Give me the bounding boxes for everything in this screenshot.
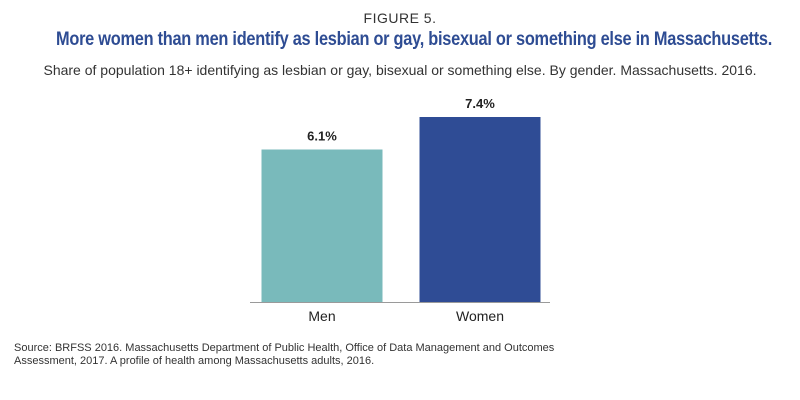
bar-women	[419, 117, 541, 302]
category-labels-group: Men Women	[308, 308, 504, 324]
bar-men	[261, 149, 383, 302]
category-label-women: Women	[456, 308, 504, 324]
value-labels-group: 6.1% 7.4%	[307, 96, 495, 144]
value-label-women: 7.4%	[465, 96, 495, 111]
chart-title: More women than men identify as lesbian …	[56, 29, 773, 50]
chart-subtitle: Share of population 18+ identifying as l…	[43, 62, 757, 78]
value-label-men: 6.1%	[307, 129, 337, 144]
source-note: Source: BRFSS 2016. Massachusetts Depart…	[14, 342, 555, 367]
category-label-men: Men	[308, 308, 335, 324]
bar-chart: 6.1% 7.4% Men Women	[250, 96, 550, 324]
bars-group	[261, 117, 541, 302]
figure-label: FIGURE 5.	[363, 10, 437, 26]
